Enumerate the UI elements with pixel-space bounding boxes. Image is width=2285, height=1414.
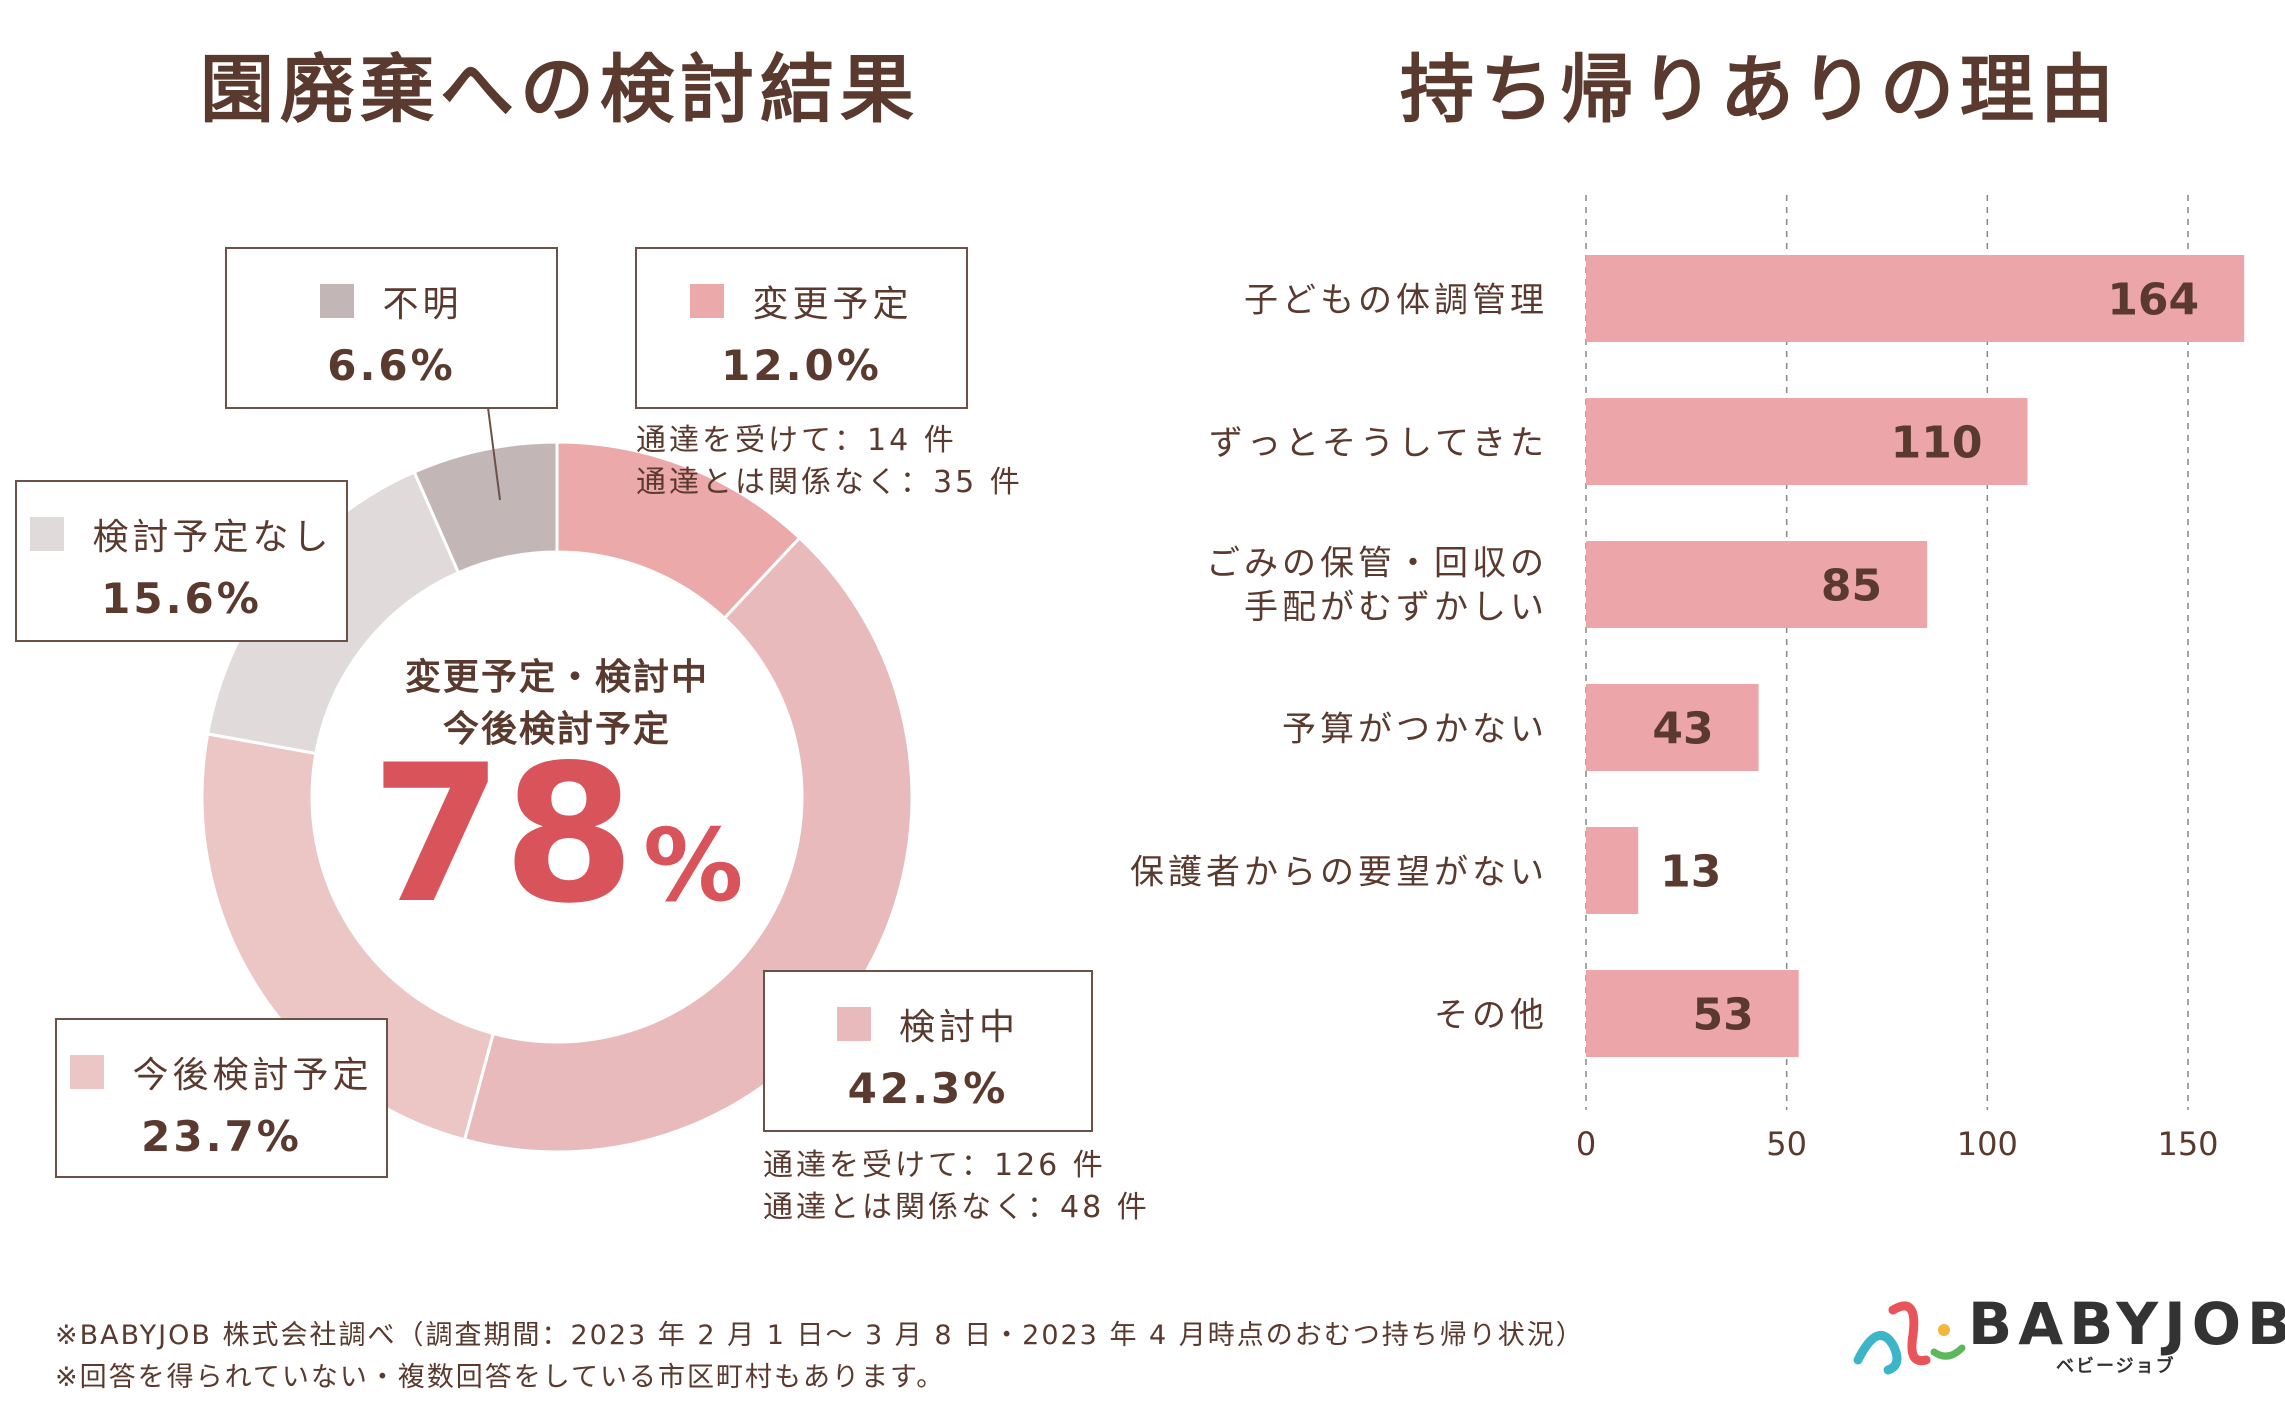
- x-tick-label-100: 100: [1957, 1125, 2018, 1163]
- bar-value-label-3: 43: [1652, 704, 1713, 755]
- x-tick-label-0: 0: [1576, 1125, 1596, 1163]
- legend-label-nashi: 検討予定なし: [92, 517, 333, 558]
- note-henkou: 通達を受けて：14 件 通達とは関係なく：35 件: [636, 420, 1023, 504]
- note-kentou-line2: 通達とは関係なく：48 件: [763, 1190, 1150, 1225]
- legend-swatch-kongo: [70, 1055, 105, 1089]
- x-tick-label-50: 50: [1766, 1125, 1807, 1163]
- legend-pct-henkou: 12.0%: [721, 341, 882, 390]
- legend-box-unmei: 不明 6.6%: [225, 247, 558, 409]
- bar-value-label-1: 110: [1891, 418, 1983, 469]
- legend-label-kongo: 今後検討予定: [132, 1055, 373, 1096]
- category-label-4: 保護者からの要望がない: [1130, 853, 1548, 893]
- legend-label-unmei: 不明: [382, 284, 463, 325]
- category-label-5: その他: [1434, 996, 1548, 1036]
- category-label-0: 子どもの体調管理: [1244, 281, 1548, 321]
- legend-pct-unmei: 6.6%: [327, 341, 456, 390]
- legend-label-henkou: 変更予定: [752, 284, 913, 325]
- bar-5: [1586, 970, 1799, 1057]
- center-label-line2: 今後検討予定: [442, 709, 671, 750]
- legend-pct-kentou: 42.3%: [847, 1064, 1009, 1113]
- center-value: 78%: [307, 740, 807, 930]
- bar-0: [1586, 255, 2245, 342]
- legend-box-nashi: 検討予定なし 15.6%: [15, 480, 348, 642]
- legend-box-henkou: 変更予定 12.0%: [635, 247, 968, 409]
- babyjob-logo-kana: ベビージョブ: [2056, 1356, 2176, 1377]
- legend-swatch-henkou: [690, 284, 725, 318]
- center-value-unit: %: [643, 807, 744, 924]
- bar-value-label-2: 85: [1821, 561, 1882, 612]
- footnote-line1: ※BABYJOB 株式会社調べ（調査期間：2023 年 2 月 1 日〜 3 月…: [55, 1320, 1585, 1351]
- category-label-2-0: ごみの保管・回収の: [1206, 544, 1548, 584]
- bar-4: [1586, 827, 1639, 914]
- note-kentou: 通達を受けて：126 件 通達とは関係なく：48 件: [763, 1145, 1150, 1229]
- footnote-line2: ※回答を得られていない・複数回答をしている市区町村もあります。: [55, 1362, 946, 1393]
- note-henkou-line1: 通達を受けて：14 件: [636, 423, 957, 458]
- babyjob-logo-word: BABYJOB: [1968, 1290, 2285, 1358]
- bar-value-label-0: 164: [2107, 275, 2199, 326]
- bar-1: [1586, 398, 2028, 485]
- legend-pct-kongo: 23.7%: [141, 1112, 302, 1161]
- category-label-1: ずっとそうしてきた: [1209, 424, 1548, 464]
- bar-2: [1586, 541, 1928, 628]
- legend-box-kongo: 今後検討予定 23.7%: [55, 1018, 388, 1178]
- legend-box-kentou: 検討中 42.3%: [763, 970, 1093, 1132]
- note-henkou-line2: 通達とは関係なく：35 件: [636, 465, 1023, 500]
- center-label-line1: 変更予定・検討中: [404, 657, 709, 698]
- legend-pct-nashi: 15.6%: [101, 574, 262, 623]
- babyjob-logo-mark-icon: [1853, 1301, 1966, 1375]
- legend-swatch-kentou: [836, 1007, 871, 1041]
- unmei-leader-line: [486, 399, 501, 501]
- legend-label-kentou: 検討中: [898, 1007, 1019, 1048]
- legend-swatch-nashi: [30, 517, 65, 551]
- bar-3: [1586, 684, 1759, 771]
- donut-chart-title: 園廃棄への検討結果: [200, 47, 920, 133]
- legend-swatch-unmei: [320, 284, 355, 318]
- bar-chart-title: 持ち帰りありの理由: [1400, 47, 2120, 133]
- category-label-2-1: 手配がむずかしい: [1244, 588, 1548, 628]
- category-label-3: 予算がつかない: [1282, 710, 1548, 750]
- x-tick-label-150: 150: [2157, 1125, 2218, 1163]
- babyjob-logo: BABYJOB ベビージョブ: [1848, 1290, 2285, 1380]
- bar-value-label-4: 13: [1660, 847, 1721, 898]
- bar-value-label-5: 53: [1692, 990, 1753, 1041]
- donut-slice-unmei: [412, 440, 559, 575]
- center-value-number: 78: [370, 724, 636, 945]
- note-kentou-line1: 通達を受けて：126 件: [763, 1148, 1106, 1183]
